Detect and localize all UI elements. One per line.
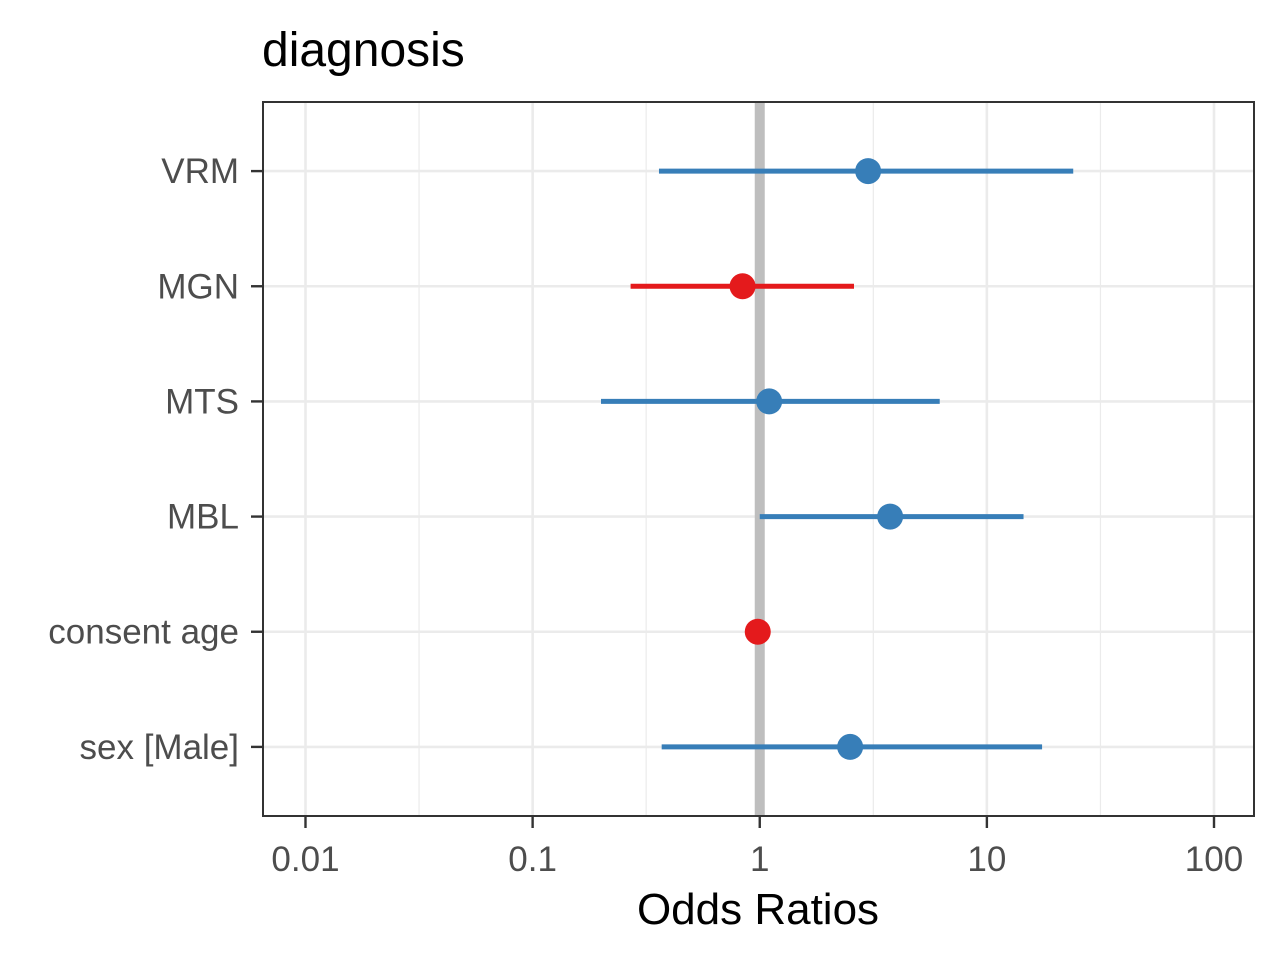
y-tick-label: MTS (165, 382, 239, 421)
estimate-point (744, 618, 771, 645)
x-axis-title: Odds Ratios (637, 885, 879, 934)
y-tick-label: MGN (157, 267, 239, 306)
x-tick-label: 0.1 (508, 840, 557, 879)
x-tick-label: 100 (1185, 840, 1243, 879)
axes: VRM MGN MTS MBL consent age sex [Male] 0.01 0.1… (48, 152, 1243, 879)
estimate-point (756, 388, 783, 415)
y-tick-label: sex [Male] (80, 728, 240, 767)
estimate-point (729, 273, 756, 300)
data-marks (600, 158, 1074, 760)
y-tick-label: VRM (161, 152, 239, 191)
estimate-point (877, 503, 904, 530)
x-tick-label: 0.01 (271, 840, 339, 879)
y-tick-label: MBL (167, 498, 239, 537)
chart-title: diagnosis (262, 24, 465, 77)
estimate-point (855, 158, 882, 185)
estimate-point (837, 733, 864, 760)
y-tick-label: consent age (48, 613, 239, 652)
x-tick-label: 10 (967, 840, 1006, 879)
plot-border (262, 101, 1255, 817)
x-tick-label: 1 (750, 840, 769, 879)
